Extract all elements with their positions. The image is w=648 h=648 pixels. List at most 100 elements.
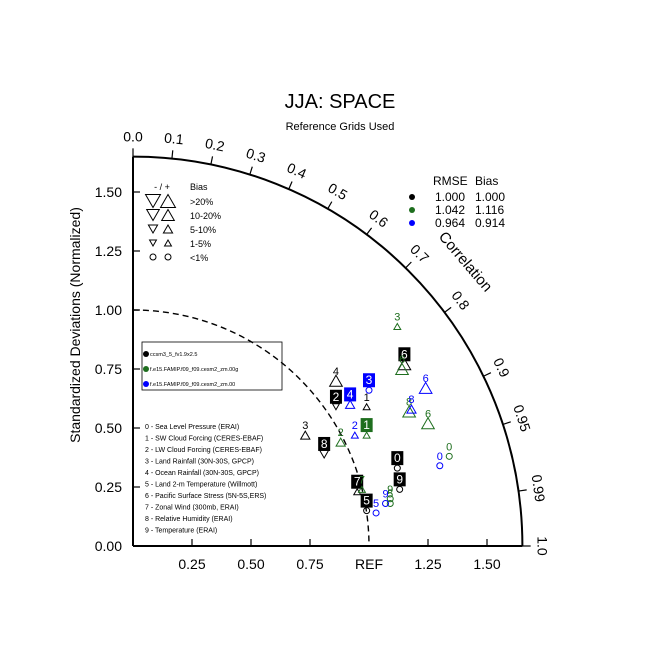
point-marker-triangle xyxy=(394,362,410,375)
bias-legend: - / + Bias >20% 10-20% 5-10% 1-5% <1% xyxy=(144,182,221,263)
rmse-value: 0.964 xyxy=(435,216,465,230)
variable-legend-item: 0 - Sea Level Pressure (ERAI) xyxy=(145,424,239,431)
rmse-row-dot xyxy=(409,194,415,200)
data-point: 7 xyxy=(357,474,367,493)
point-marker-triangle xyxy=(318,449,330,459)
data-point: 4 xyxy=(328,366,344,387)
point-label: 6 xyxy=(425,408,431,420)
bias-legend-circle xyxy=(164,253,172,261)
point-marker-triangle xyxy=(420,416,436,430)
data-point: 8 xyxy=(401,396,417,418)
outer-arc xyxy=(132,155,524,547)
bias-value: 1.116 xyxy=(475,203,504,217)
rmse-value: 1.042 xyxy=(435,203,465,217)
point-marker-triangle xyxy=(344,399,356,409)
point-label-box xyxy=(344,387,357,402)
data-point: 6 xyxy=(394,354,410,375)
variable-legend-item: 4 - Ocean Rainfall (30N-30S, GPCP) xyxy=(145,470,259,477)
point-label: 3 xyxy=(394,312,400,324)
point-marker-triangle xyxy=(418,381,433,394)
variable-legend-item: 1 - SW Cloud Forcing (CERES-EBAF) xyxy=(145,436,263,443)
rmse-row-dot xyxy=(409,207,415,213)
data-point: 5 xyxy=(386,489,394,508)
bias-legend-down-triangle xyxy=(148,239,158,248)
point-marker-circle xyxy=(396,485,404,493)
point-marker-triangle xyxy=(406,404,417,414)
variable-legend-item: 2 - LW Cloud Forcing (CERES-EBAF) xyxy=(145,447,262,454)
rmse-row-dot xyxy=(409,220,415,226)
x-tick-label: 0.75 xyxy=(296,556,323,572)
chart-title: JJA: SPACE xyxy=(285,91,396,113)
data-point: 4 xyxy=(344,387,357,409)
data-point: 3 xyxy=(393,312,402,331)
corr-tick xyxy=(366,227,373,235)
point-label: 9 xyxy=(382,489,388,501)
bias-legend-header: Bias xyxy=(190,182,208,192)
data-point: 1 xyxy=(362,392,371,411)
bias-legend-up-triangle xyxy=(162,223,174,234)
data-point: 0 xyxy=(445,441,453,460)
x-tick-label: 1.25 xyxy=(414,556,441,572)
corr-tick-label: 0.2 xyxy=(204,135,226,155)
series-legend: ccsm3_5_fv1.9x2.5 f.e15.FAMIP.f09_f09.ces… xyxy=(141,341,283,391)
bias-legend-row: <1% xyxy=(190,253,208,263)
point-label: 6 xyxy=(401,347,408,361)
corr-tick xyxy=(502,421,511,425)
corr-tick-label: 0.99 xyxy=(529,474,549,503)
variable-legend-item: 3 - Land Rainfall (30N-30S, GPCP) xyxy=(145,459,254,466)
point-label: 3 xyxy=(366,373,373,387)
ref-label: REF xyxy=(355,556,383,572)
point-marker-triangle xyxy=(362,402,371,411)
data-point: 1 xyxy=(360,418,373,439)
data-point: 9 xyxy=(382,489,390,508)
point-label: 8 xyxy=(408,394,414,406)
point-marker-triangle xyxy=(299,430,311,440)
data-point: 6 xyxy=(420,408,436,430)
point-label: 6 xyxy=(423,373,429,385)
point-marker-circle xyxy=(386,495,394,503)
point-label-box xyxy=(329,389,342,404)
bias-legend-circle xyxy=(149,253,157,261)
y-tick-label: 0.00 xyxy=(95,538,122,554)
corr-tick xyxy=(210,156,214,165)
point-label-box xyxy=(360,493,373,508)
bias-legend-down-triangle xyxy=(147,224,159,235)
point-label: 5 xyxy=(373,498,379,510)
bias-legend-row: 1-5% xyxy=(190,239,211,249)
point-label: 9 xyxy=(387,484,393,496)
point-label: 0 xyxy=(446,441,452,453)
point-marker-triangle xyxy=(401,404,417,418)
bias-legend-down-triangle xyxy=(145,209,161,222)
corr-tick-label: 0.3 xyxy=(244,145,268,166)
corr-tick-label: 0.4 xyxy=(285,159,309,182)
data-point: 0 xyxy=(436,451,444,470)
correlation-label: Correlation xyxy=(435,228,496,295)
data-point: 2 xyxy=(329,389,342,411)
point-marker-circle xyxy=(386,500,394,508)
y-tick-label: 1.25 xyxy=(95,243,122,259)
point-label: 2 xyxy=(352,420,358,432)
series-legend-name: f.e15.FAMIP.f09_f09.cesm2_zm.00g xyxy=(150,367,238,373)
point-label-box xyxy=(393,472,406,487)
corr-tick-label: 0.1 xyxy=(163,130,184,148)
corr-tick xyxy=(483,372,492,377)
corr-tick-label: 0.95 xyxy=(510,403,534,434)
data-point: 8 xyxy=(406,394,417,414)
corr-tick xyxy=(171,150,174,159)
corr-tick xyxy=(288,181,293,190)
bias-legend-up-triangle xyxy=(160,208,176,221)
corr-tick-label: 0.5 xyxy=(325,180,350,204)
point-label: 9 xyxy=(396,472,403,486)
point-label: 1 xyxy=(363,418,370,432)
point-marker-triangle xyxy=(350,431,360,439)
corr-tick-label: 1.0 xyxy=(535,536,551,556)
y-tick-label: 1.00 xyxy=(95,302,122,318)
data-point: 9 xyxy=(386,484,394,503)
bias-value: 1.000 xyxy=(475,190,505,204)
point-label: 3 xyxy=(302,420,308,432)
point-label: 7 xyxy=(359,474,365,486)
data-point: 2 xyxy=(350,420,360,439)
variable-legend: 0 - Sea Level Pressure (ERAI) 1 - SW Clou… xyxy=(145,424,266,535)
variable-legend-item: 5 - Land 2-m Temperature (Willmott) xyxy=(145,482,257,489)
